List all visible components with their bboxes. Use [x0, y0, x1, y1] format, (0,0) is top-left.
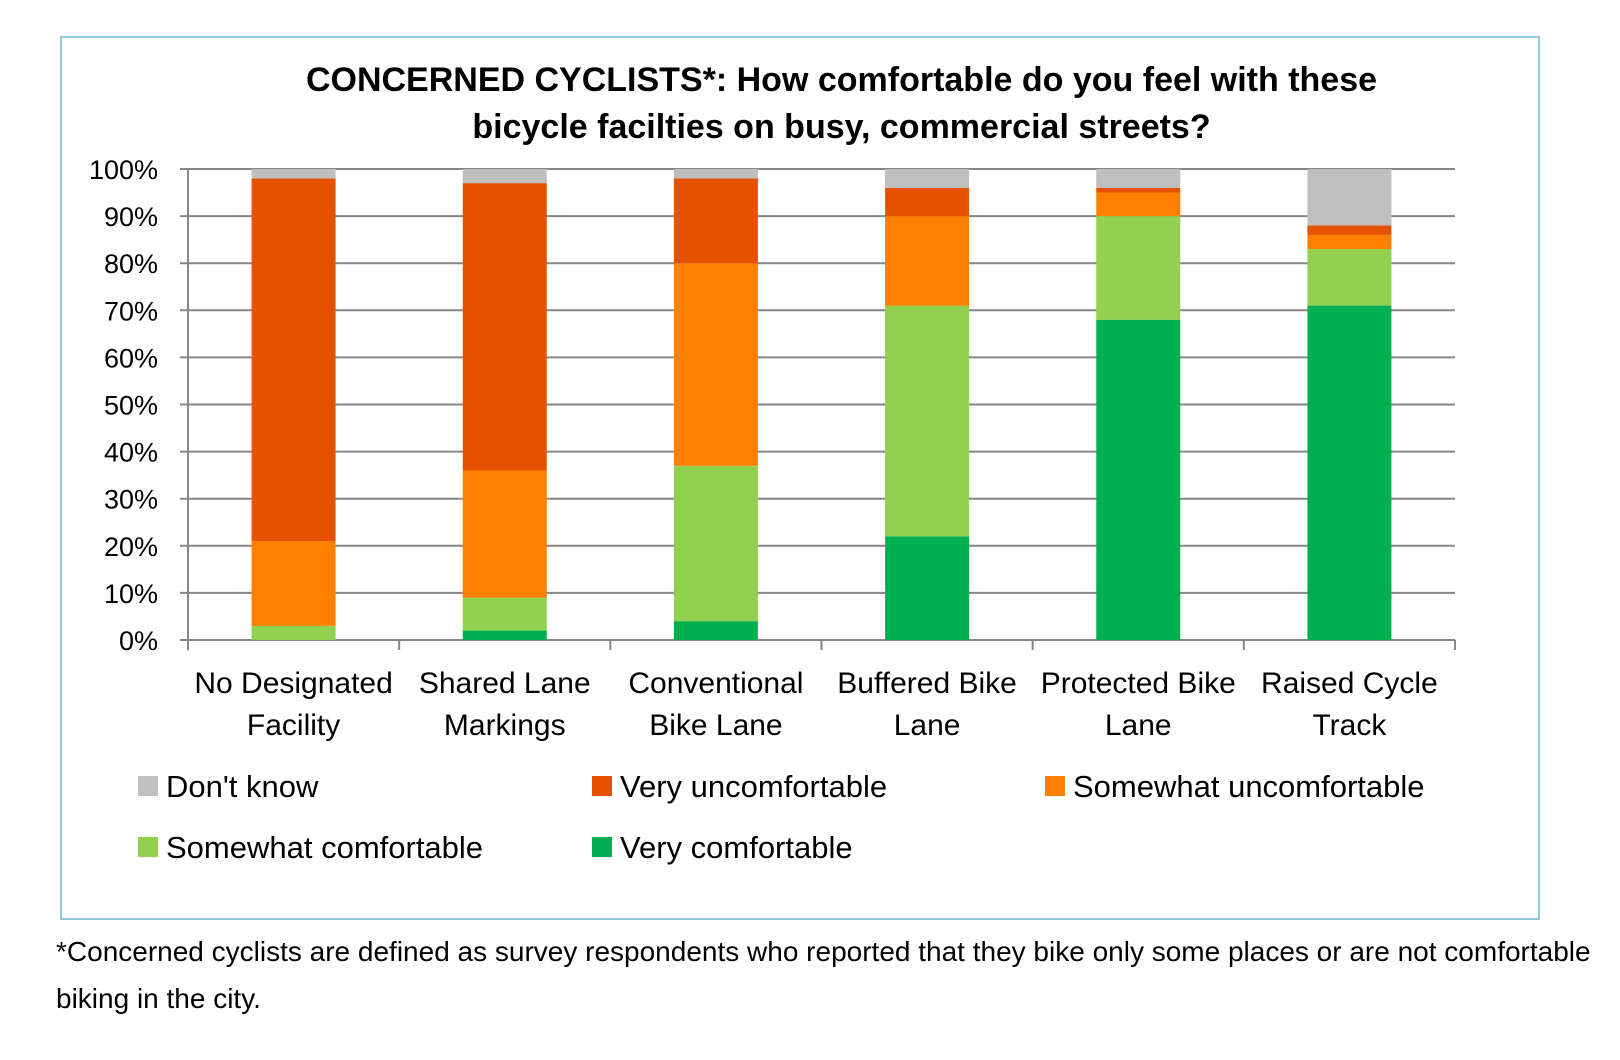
legend-label: Very uncomfortable — [620, 769, 887, 804]
bar-segment — [885, 187, 970, 217]
legend-label: Very comfortable — [620, 830, 853, 865]
y-tick-label: 100% — [89, 155, 158, 185]
y-tick-label: 50% — [104, 391, 158, 421]
bar-segment — [462, 183, 547, 471]
legend-label: Somewhat comfortable — [166, 830, 483, 865]
bar-segment — [462, 630, 547, 640]
legend-swatch — [138, 776, 158, 796]
y-tick-label: 20% — [104, 532, 158, 562]
bar-segment — [673, 621, 758, 640]
x-category-label: Track — [1312, 709, 1387, 742]
chart-title-line: CONCERNED CYCLISTS*: How comfortable do … — [306, 61, 1377, 99]
bar-segment — [673, 263, 758, 466]
chart-title-line: bicycle facilties on busy, commercial st… — [472, 108, 1210, 146]
bar-segment — [1307, 249, 1392, 306]
bar-segment — [885, 305, 970, 537]
bar-segment — [251, 625, 336, 640]
y-tick-label: 90% — [104, 202, 158, 232]
x-category-label: Protected Bike — [1041, 667, 1236, 700]
bar-segment — [885, 169, 970, 188]
x-category-label: Raised Cycle — [1261, 667, 1438, 700]
x-category-label: Shared Lane — [419, 667, 591, 700]
x-category-label: Facility — [247, 709, 340, 742]
legend-label: Somewhat uncomfortable — [1073, 769, 1425, 804]
x-category-label: Bike Lane — [649, 709, 782, 742]
bar-segment — [251, 169, 336, 179]
bar-segment — [251, 178, 336, 542]
y-tick-label: 60% — [104, 343, 158, 373]
legend-swatch — [592, 837, 612, 857]
bar-segment — [462, 597, 547, 631]
bar-segment — [462, 169, 547, 184]
x-category-label: Markings — [444, 709, 566, 742]
bar-segment — [673, 169, 758, 179]
bar-segment — [1096, 216, 1181, 320]
bar-segment — [1307, 234, 1392, 250]
bar-segment — [462, 470, 547, 598]
legend-swatch — [138, 837, 158, 857]
bar-segment — [1096, 192, 1181, 217]
x-category-label: Lane — [894, 709, 961, 742]
bar-segment — [673, 178, 758, 264]
bar-segment — [885, 536, 970, 640]
bar-segment — [1307, 225, 1392, 235]
y-tick-label: 30% — [104, 485, 158, 515]
legend-swatch — [592, 776, 612, 796]
y-tick-label: 80% — [104, 249, 158, 279]
x-category-label: Conventional — [628, 667, 803, 700]
y-tick-label: 0% — [119, 626, 158, 656]
x-category-label: Lane — [1105, 709, 1172, 742]
chart-frame: CONCERNED CYCLISTS*: How comfortable do … — [60, 36, 1540, 920]
bar-segment — [1307, 305, 1392, 640]
bar-segment — [673, 465, 758, 622]
bar-segment — [1307, 169, 1392, 226]
footnote: *Concerned cyclists are defined as surve… — [56, 936, 1591, 1014]
y-tick-label: 40% — [104, 438, 158, 468]
bar-segment — [1096, 319, 1181, 640]
bar-segment — [251, 541, 336, 626]
bar-segment — [1096, 169, 1181, 188]
bar-segment — [885, 216, 970, 306]
legend-swatch — [1045, 776, 1065, 796]
stacked-bar-chart: CONCERNED CYCLISTS*: How comfortable do … — [89, 61, 1456, 865]
y-tick-label: 70% — [104, 296, 158, 326]
bar-segment — [1096, 187, 1181, 193]
x-category-label: Buffered Bike — [837, 667, 1017, 700]
y-tick-label: 10% — [104, 579, 158, 609]
x-category-label: No Designated — [194, 667, 392, 700]
legend-label: Don't know — [166, 769, 319, 804]
